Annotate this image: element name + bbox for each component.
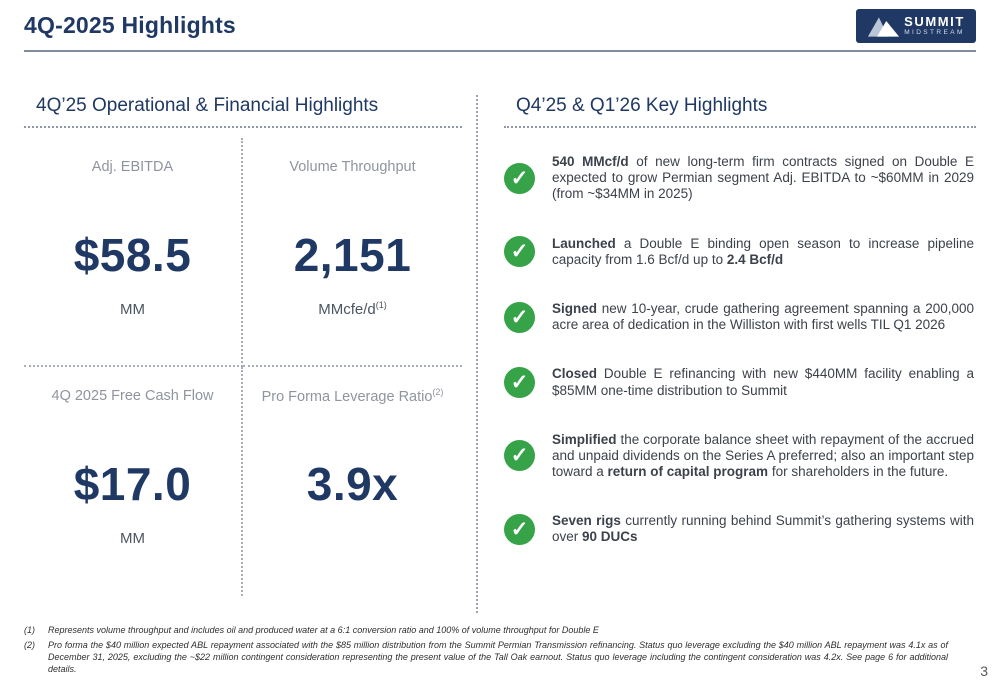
highlight-item: ✓ Launched a Double E binding open season…	[504, 236, 974, 268]
highlight-item: ✓ Seven rigs currently running behind Sum…	[504, 513, 974, 545]
highlight-text: 540 MMcf/d of new long-term firm contrac…	[552, 154, 974, 202]
left-heading-dotted-rule	[24, 126, 462, 128]
highlight-item: ✓ Closed Double E refinancing with new $4…	[504, 366, 974, 398]
slide-content: 4Q’25 Operational & Financial Highlights…	[24, 95, 976, 613]
page-title: 4Q-2025 Highlights	[24, 12, 236, 38]
check-icon: ✓	[504, 367, 535, 398]
metric-leverage-ratio: Pro Forma Leverage Ratio(2) 3.9x	[243, 367, 462, 596]
metric-label: Volume Throughput	[289, 159, 416, 175]
left-section-heading: 4Q’25 Operational & Financial Highlights	[36, 95, 379, 116]
key-highlights-list: ✓ 540 MMcf/d of new long-term firm contra…	[504, 154, 976, 546]
logo-text-summit: SUMMIT	[904, 14, 965, 30]
operational-financial-section: 4Q’25 Operational & Financial Highlights…	[24, 95, 476, 613]
metric-value: 2,151	[293, 229, 412, 281]
highlight-text: Closed Double E refinancing with new $44…	[552, 366, 974, 398]
metric-value: $58.5	[73, 229, 192, 281]
slide-header: 4Q-2025 Highlights SUMMIT MIDSTREAM	[0, 0, 1000, 43]
right-heading-dotted-rule	[504, 126, 976, 128]
highlight-text: Launched a Double E binding open season …	[552, 235, 974, 267]
highlight-text: Seven rigs currently running behind Summ…	[552, 513, 974, 545]
highlight-text: Simplified the corporate balance sheet w…	[552, 431, 974, 480]
metric-label: Adj. EBITDA	[91, 159, 174, 175]
summit-midstream-logo: SUMMIT MIDSTREAM	[856, 9, 976, 43]
page-number: 3	[980, 663, 988, 679]
title-underline	[24, 50, 976, 52]
logo-text-midstream: MIDSTREAM	[904, 29, 965, 37]
metric-label: 4Q 2025 Free Cash Flow	[51, 388, 214, 404]
column-dotted-divider	[476, 95, 478, 613]
right-section-heading: Q4’25 & Q1’26 Key Highlights	[516, 95, 768, 116]
metric-value: 3.9x	[306, 458, 399, 510]
highlight-text: Signed new 10-year, crude gathering agre…	[552, 300, 974, 333]
footnote-text: Represents volume throughput and include…	[48, 625, 599, 636]
footnote-marker: (2)	[24, 639, 35, 650]
highlight-item: ✓ 540 MMcf/d of new long-term firm contra…	[504, 154, 974, 203]
logo-text: SUMMIT MIDSTREAM	[904, 15, 965, 37]
footnote-text: Pro forma the $40 million expected ABL r…	[48, 639, 948, 674]
check-icon: ✓	[504, 513, 535, 545]
metric-value: $17.0	[73, 458, 192, 510]
metric-unit: MM	[120, 301, 145, 318]
metric-label: Pro Forma Leverage Ratio(2)	[261, 387, 444, 405]
metric-unit: MMcfe/d(1)	[318, 300, 387, 318]
footnote-2: (2) Pro forma the $40 million expected A…	[24, 639, 948, 675]
metric-unit: MM	[120, 530, 145, 547]
footnote-1: (1) Represents volume throughput and inc…	[24, 624, 948, 636]
metric-volume-throughput: Volume Throughput 2,151 MMcfe/d(1)	[243, 138, 462, 367]
mountain-icon	[867, 16, 900, 37]
metric-adj-ebitda: Adj. EBITDA $58.5 MM	[24, 138, 243, 367]
highlight-item: ✓ Simplified the corporate balance sheet …	[504, 432, 974, 481]
check-icon: ✓	[504, 440, 535, 472]
footnote-marker: (1)	[24, 625, 35, 636]
key-highlights-section: Q4’25 & Q1’26 Key Highlights ✓ 540 MMcf/d…	[478, 95, 976, 613]
check-icon: ✓	[504, 162, 535, 194]
check-icon: ✓	[504, 236, 535, 268]
check-icon: ✓	[504, 301, 535, 333]
highlight-item: ✓ Signed new 10-year, crude gathering agr…	[504, 301, 974, 333]
metrics-grid: Adj. EBITDA $58.5 MM Volume Throughput 2…	[24, 138, 462, 596]
footnotes: (1) Represents volume throughput and inc…	[24, 624, 948, 677]
metric-free-cash-flow: 4Q 2025 Free Cash Flow $17.0 MM	[24, 367, 243, 596]
